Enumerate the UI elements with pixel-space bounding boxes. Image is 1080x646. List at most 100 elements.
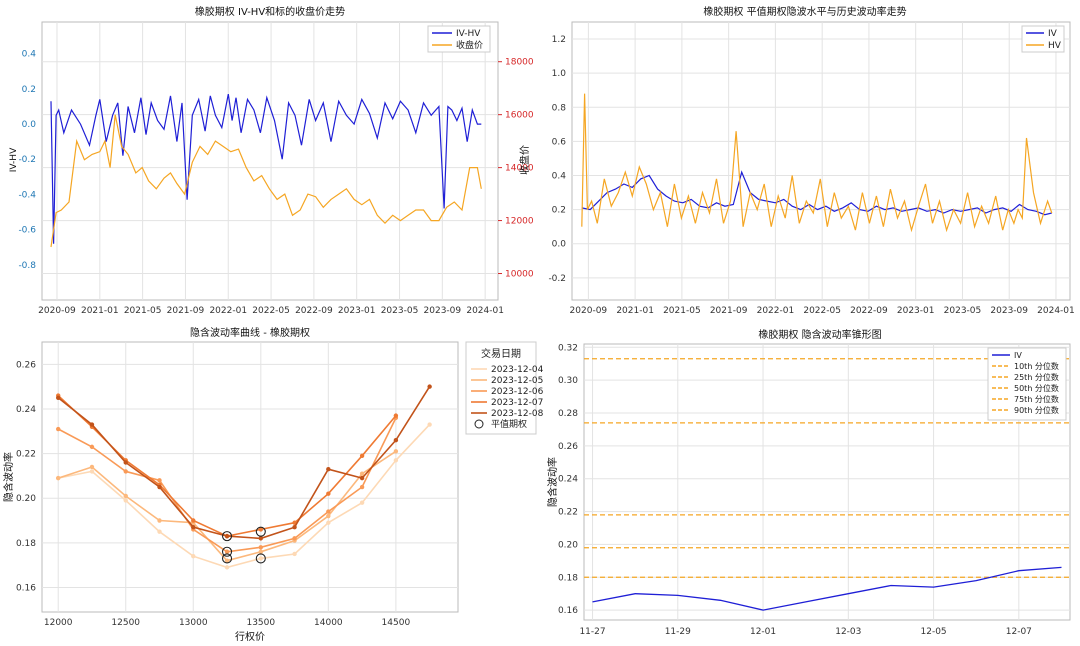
chart3-legend-item: 2023-12-04 [491,365,544,375]
chart3-point [326,491,331,496]
chart4-legend-item: 50th 分位数 [1014,383,1059,393]
chart3-legend: 交易日期 2023-12-042023-12-052023-12-062023-… [465,341,544,435]
chart1-y2tick: 18000 [505,58,534,68]
chart2-plot-area [571,21,1071,301]
chart3-point [292,536,297,541]
chart3-ytick: 0.22 [16,450,36,460]
chart1-ytick: 0.4 [22,50,37,60]
chart1-xtick: 2021-09 [167,306,205,316]
chart3-point [157,529,162,534]
chart2-xtick: 2021-09 [710,306,748,316]
chart4-legend-item: 25th 分位数 [1014,372,1059,382]
chart3-atm-marker [255,553,266,564]
chart2-xtick: 2021-05 [663,306,701,316]
chart2-ytick: 1.2 [552,35,566,45]
chart3-point [224,533,230,539]
chart1-xtick: 2023-01 [338,306,376,316]
chart3-atm-marker [221,553,233,564]
chart2-ytick: 0.6 [552,137,567,147]
chart3-ytick: 0.16 [16,583,36,593]
chart3-point [56,395,61,400]
chart3-point [123,469,128,474]
chart2-xtick: 2021-01 [616,306,654,316]
chart3-point [326,513,331,519]
chart3-point [224,549,230,554]
chart3-point [191,518,196,523]
chart-ivhv-close: 橡胶期权 IV-HV和标的收盘价走势 2020-09 2021-01 2021-05… [9,5,534,316]
chart4-ytick: 0.32 [558,343,578,353]
chart3-point [359,500,365,505]
chart3-ytick: 0.24 [16,405,36,415]
chart3-xtick: 13000 [179,618,208,628]
chart3-point [359,471,365,476]
chart3-point [326,520,331,525]
chart3-point [393,458,399,463]
chart4-xtick: 12-05 [921,627,947,637]
chart3-point [123,493,128,499]
chart1-legend: IV-HV 收盘价 [427,25,491,53]
chart3-legend-item: 2023-12-08 [491,409,544,419]
chart3-title: 隐含波动率曲线 - 橡胶期权 [190,326,310,339]
chart4-ytick: 0.20 [558,540,578,550]
chart3-xtick: 13500 [246,618,275,628]
chart3-legend-atm: 平值期权 [491,418,527,430]
chart3-point [393,449,399,454]
chart1-ytick: -0.4 [18,190,36,200]
chart2-legend: IV HV [1021,25,1065,53]
chart1-title: 橡胶期权 IV-HV和标的收盘价走势 [195,5,345,18]
chart3-point [359,484,365,490]
chart4-legend-item: IV [1014,351,1022,360]
chart1-series-close [50,114,482,248]
chart1-xtick: 2023-09 [424,306,462,316]
chart2-ytick: 0.2 [552,206,566,216]
chart2-ytick: -0.2 [548,274,566,284]
chart4-title: 橡胶期权 隐含波动率锥形图 [758,328,881,341]
chart1-ylabel: IV-HV [9,147,19,172]
chart3-atm-marker [221,531,233,542]
chart3-point [258,556,264,561]
chart3-legend-title: 交易日期 [481,347,521,360]
chart2-xtick: 2023-05 [944,306,982,316]
chart3-point [123,498,128,503]
chart1-legend-close: 收盘价 [456,39,483,51]
chart4-xtick: 11-27 [579,627,605,637]
chart3-point [292,525,297,530]
chart1-xtick: 2022-01 [209,306,247,316]
chart3-xtick: 12000 [44,618,73,628]
chart1-legend-ivhv: IV-HV [456,29,481,39]
chart4-ytick: 0.22 [558,508,578,518]
chart3-point [258,545,264,550]
chart3-xtick: 12500 [111,618,140,628]
chart1-plot-area [41,21,499,301]
chart1-xtick: 2024-01 [466,306,504,316]
chart3-legend-atm-swatch [474,419,484,429]
chart1-xtick: 2022-09 [295,306,333,316]
chart3-xtick: 14500 [382,618,411,628]
chart2-legend-hv: HV [1048,41,1062,51]
chart3-point [393,413,399,418]
chart1-y2label: 收盘价 [518,145,531,175]
chart2-legend-iv: IV [1048,29,1058,39]
chart3-ytick: 0.26 [16,360,36,370]
chart3-xlabel: 行权价 [235,630,265,643]
chart3-atm-marker [255,526,266,537]
chart2-xtick: 2023-01 [897,306,935,316]
chart1-xtick: 2020-09 [38,306,76,316]
chart4-ytick: 0.24 [558,475,578,485]
chart2-title: 橡胶期权 平值期权隐波水平与历史波动率走势 [703,5,906,18]
chart1-ytick: -0.8 [18,261,36,271]
chart3-point [292,551,297,557]
chart3-point [326,466,331,472]
chart2-series-hv [581,93,1053,233]
chart1-xtick: 2021-05 [124,306,162,316]
chart2-xtick: 2022-09 [850,306,888,316]
chart1-xtick: 2023-05 [381,306,419,316]
chart3-point [258,536,264,541]
chart3-point [157,484,162,490]
chart3-ylabel: 隐含波动率 [2,452,15,502]
chart3-point [359,475,365,481]
chart1-y2tick: 12000 [505,217,534,227]
chart3-point [191,525,196,530]
